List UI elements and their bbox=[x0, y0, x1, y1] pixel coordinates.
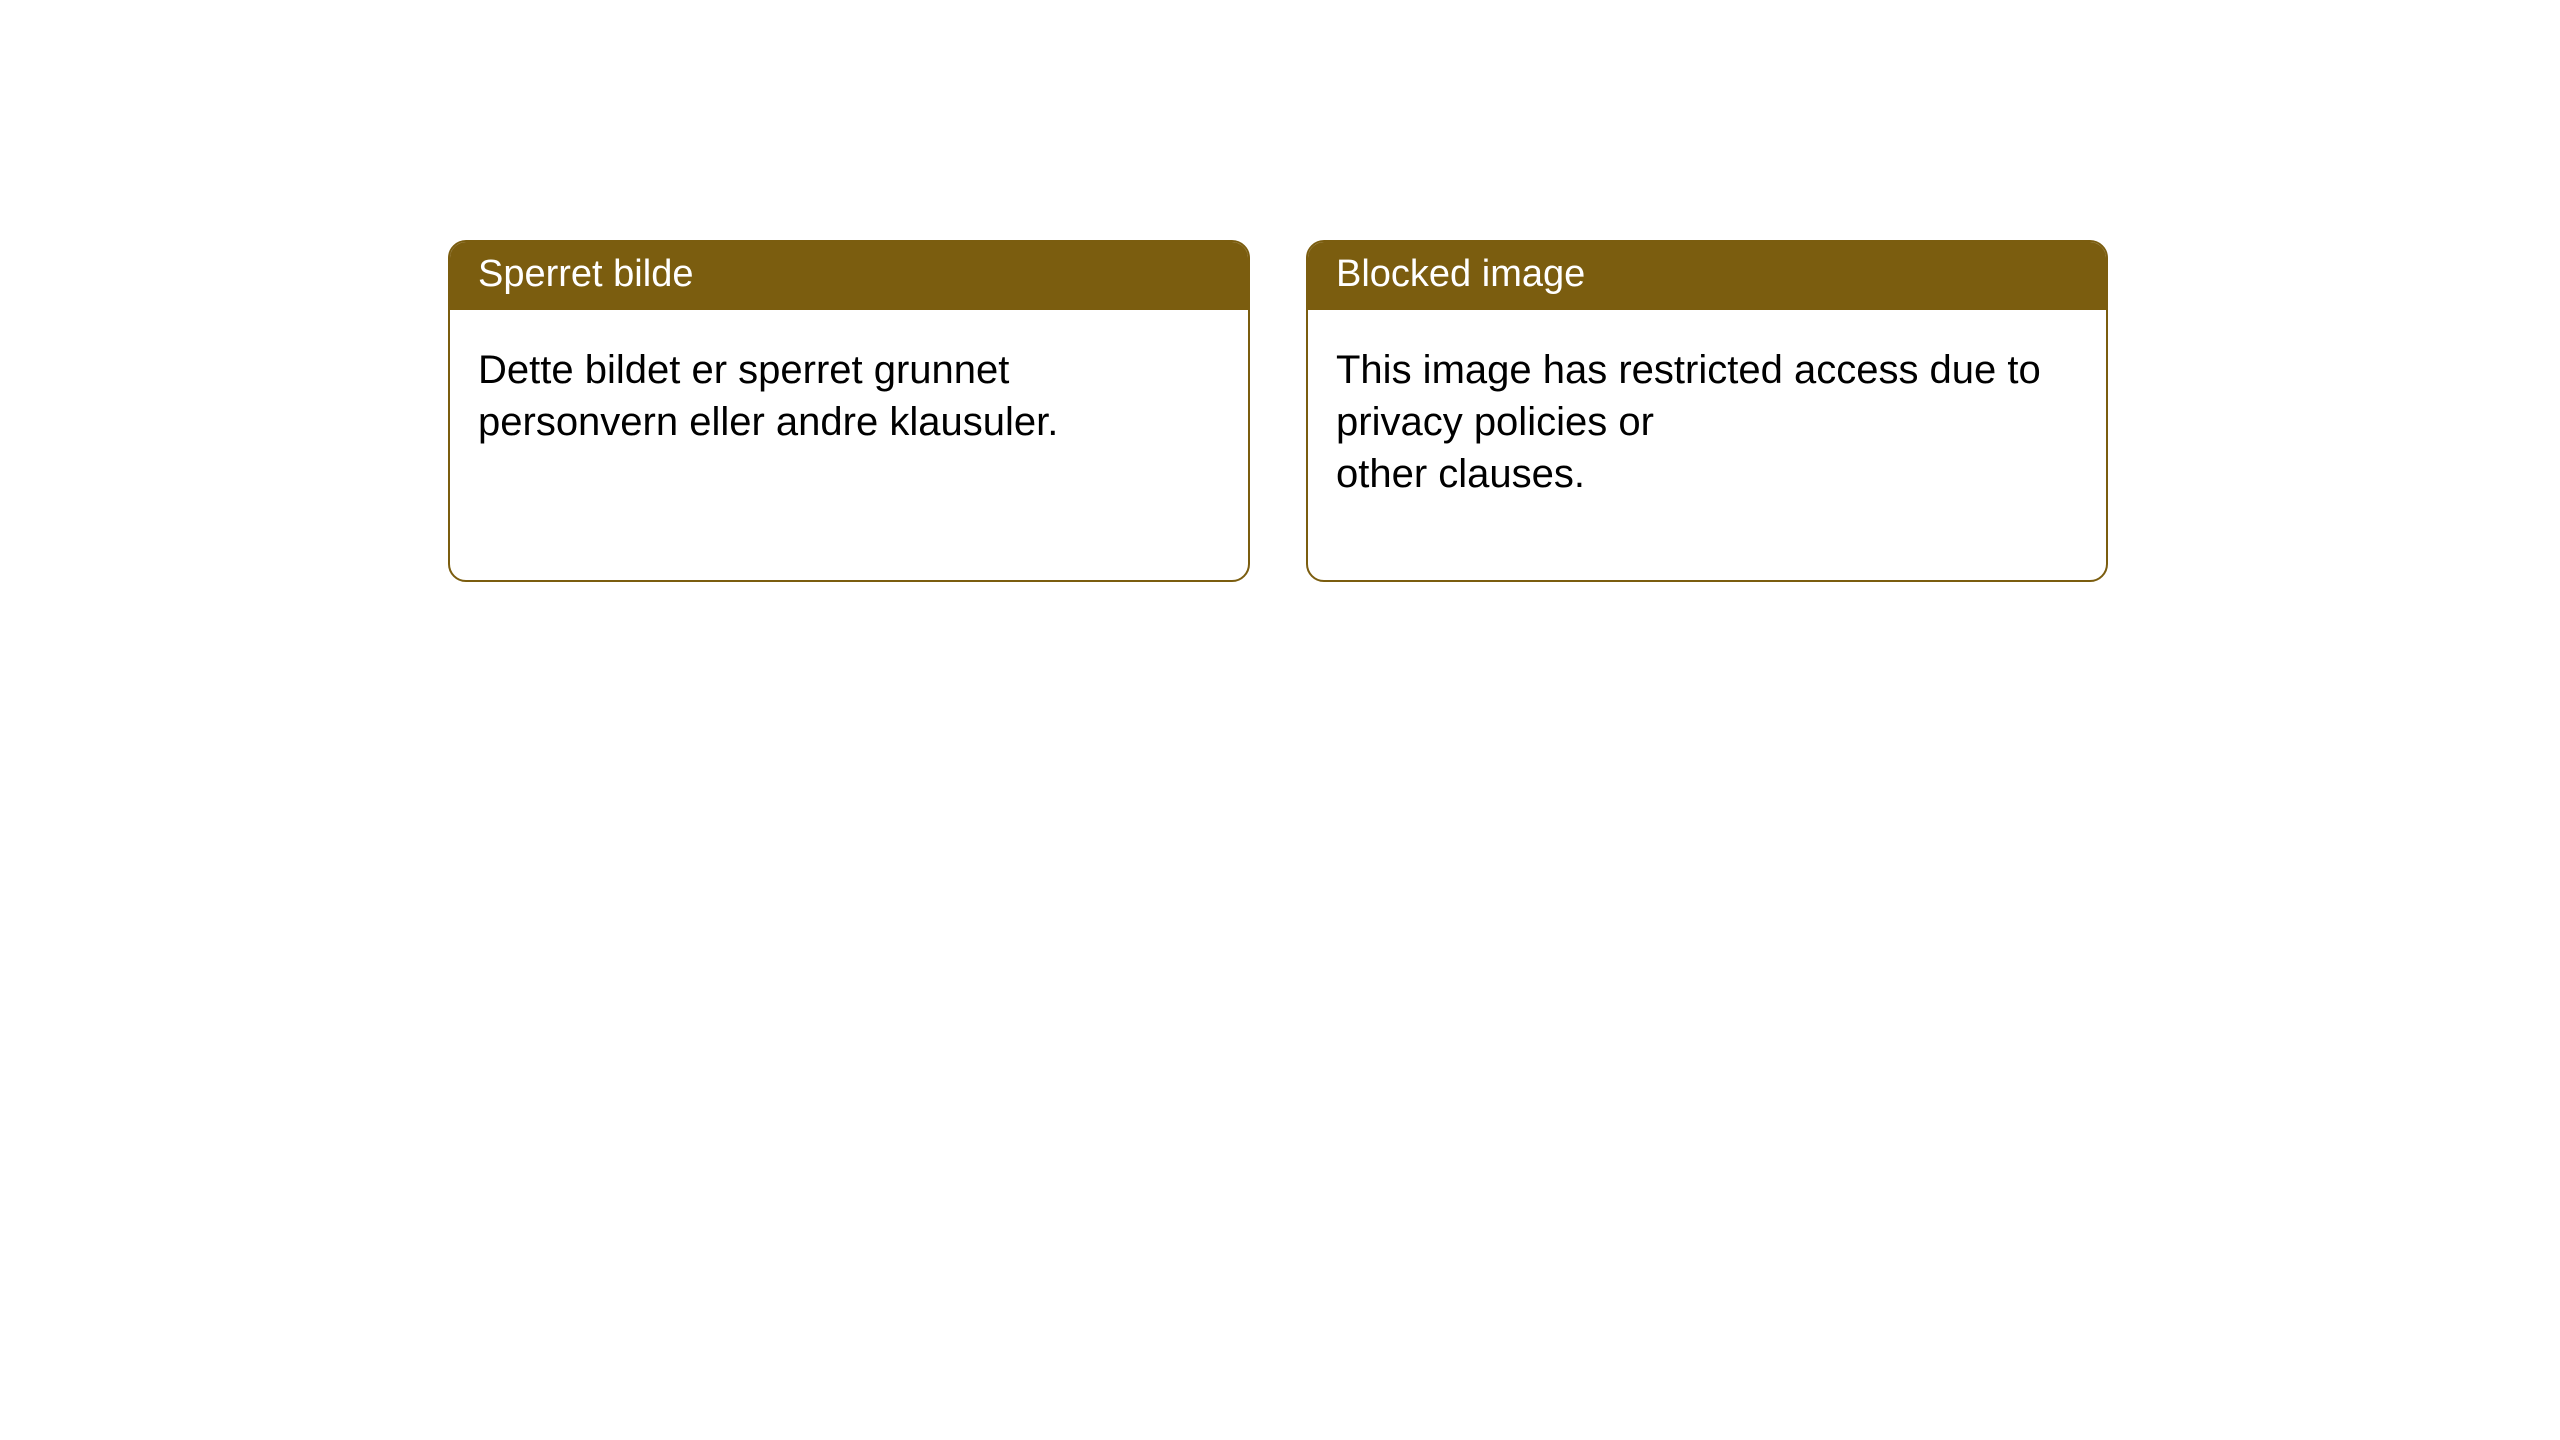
card-header-english: Blocked image bbox=[1308, 242, 2106, 310]
notice-card-english: Blocked image This image has restricted … bbox=[1306, 240, 2108, 582]
card-body-norwegian: Dette bildet er sperret grunnet personve… bbox=[450, 310, 1248, 528]
notice-container: Sperret bilde Dette bildet er sperret gr… bbox=[448, 240, 2108, 582]
card-body-english: This image has restricted access due to … bbox=[1308, 310, 2106, 580]
card-header-norwegian: Sperret bilde bbox=[450, 242, 1248, 310]
notice-card-norwegian: Sperret bilde Dette bildet er sperret gr… bbox=[448, 240, 1250, 582]
